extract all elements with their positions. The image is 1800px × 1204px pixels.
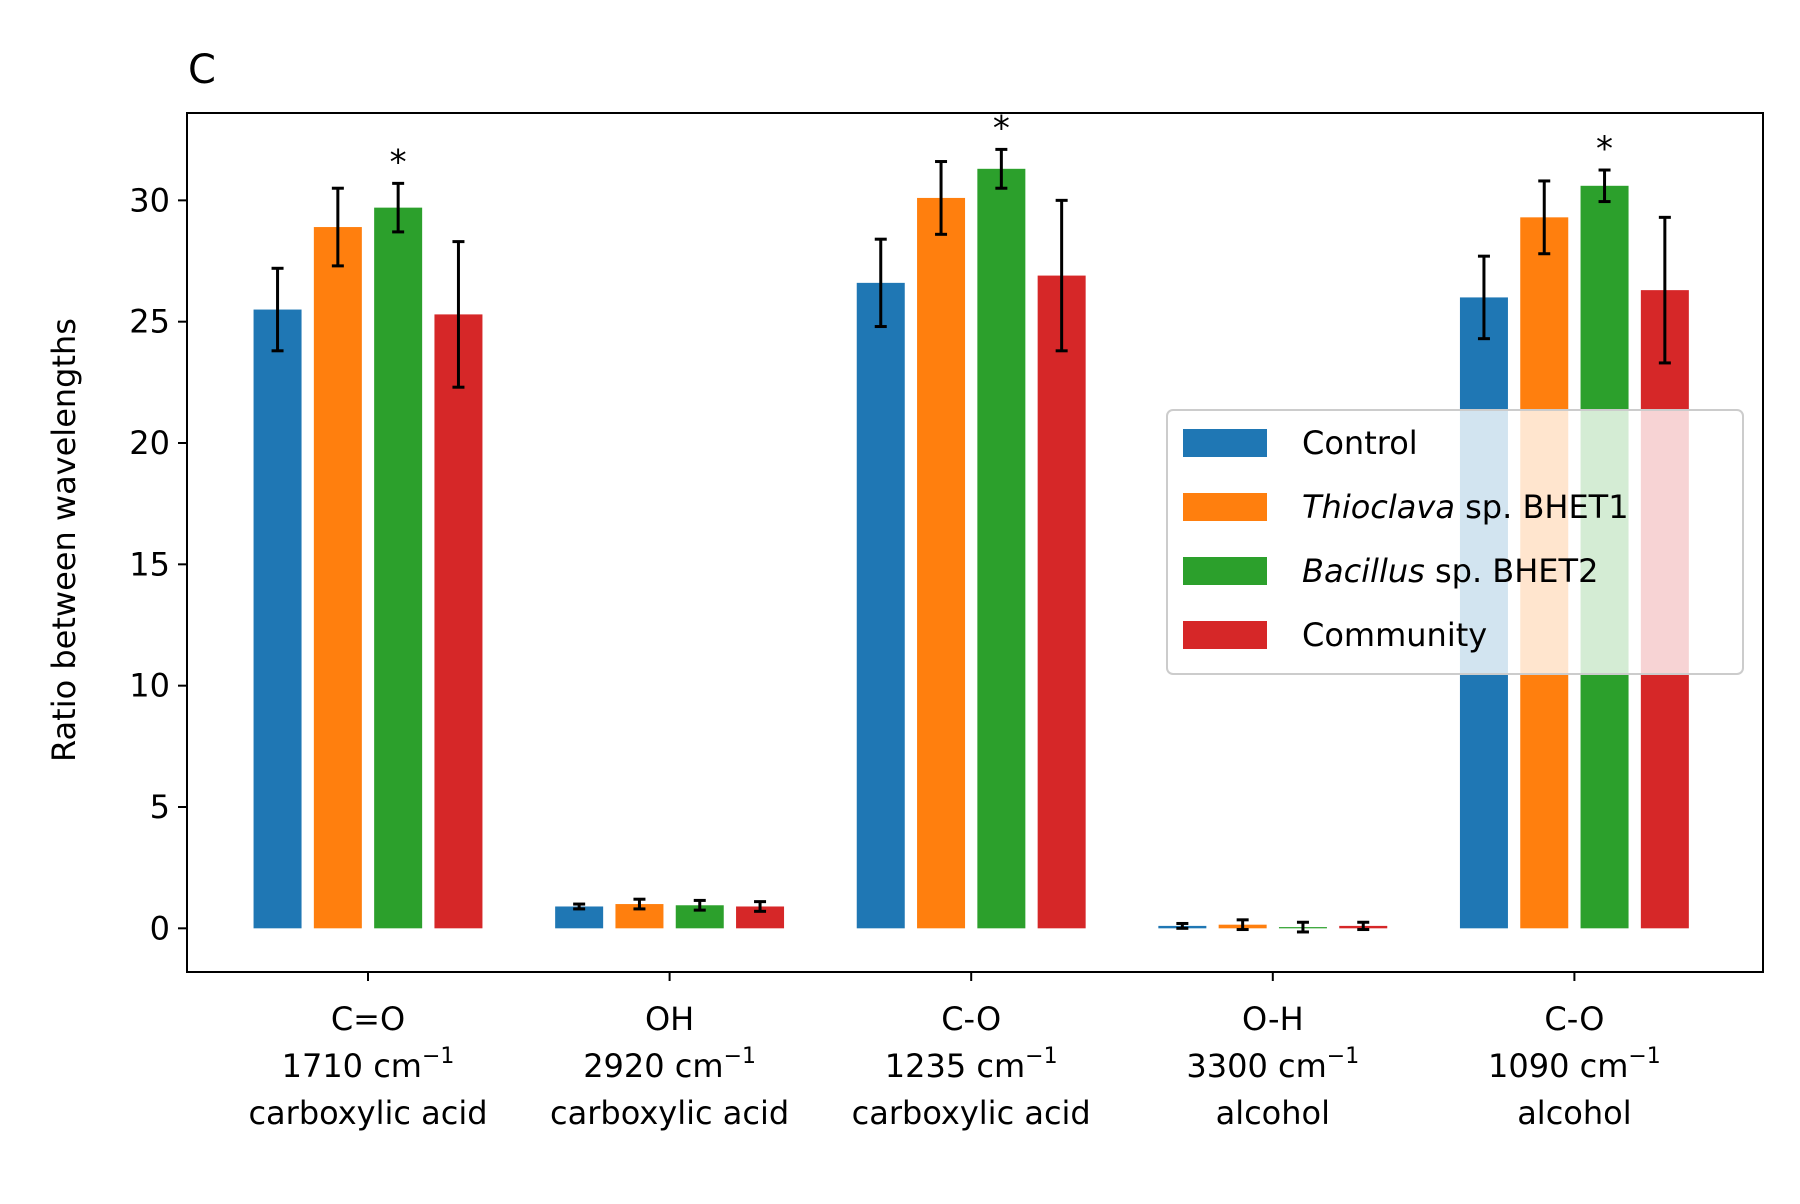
x-tick-label-wavenumber: 1235 cm−1 xyxy=(885,1044,1058,1085)
legend-label-italic: Bacillus xyxy=(1302,552,1425,590)
bar xyxy=(253,309,302,929)
y-tick-label: 0 xyxy=(150,909,170,947)
legend-label-rest: Community xyxy=(1302,616,1487,654)
x-tick-label-exponent: −1 xyxy=(1327,1044,1359,1069)
y-tick-label: 15 xyxy=(129,545,170,583)
legend-label-italic: Thioclava xyxy=(1302,488,1455,526)
plot-area: * * * 0 5 10 15 20 25 30 C=O 1710 cm−1 carboxylic ac… xyxy=(129,108,1764,1132)
x-tick-label-bond: C-O xyxy=(941,1000,1001,1038)
x-tick-label-group: carboxylic acid xyxy=(248,1094,487,1132)
legend-label: Thioclava sp. BHET1 xyxy=(1302,488,1629,526)
y-tick-label: 25 xyxy=(129,303,170,341)
bar xyxy=(555,906,604,929)
legend-swatch xyxy=(1183,493,1267,521)
x-tick-label-exponent: −1 xyxy=(724,1044,756,1069)
x-tick-label-wavenumber: 1710 cm−1 xyxy=(282,1044,455,1085)
x-tick-label-wavenumber: 1090 cm−1 xyxy=(1488,1044,1661,1085)
legend-label: Bacillus sp. BHET2 xyxy=(1302,552,1598,590)
significance-star: * xyxy=(993,108,1010,148)
bar xyxy=(1037,275,1086,929)
y-tick-label: 5 xyxy=(150,788,170,826)
x-tick-label-group: alcohol xyxy=(1517,1094,1631,1132)
bar xyxy=(675,905,724,929)
legend-label-rest: sp. BHET1 xyxy=(1455,488,1629,526)
significance-star: * xyxy=(1596,129,1613,169)
panel-label: C xyxy=(188,47,216,93)
legend: Control Thioclava sp. BHET1 Bacillus sp. B… xyxy=(1166,409,1744,675)
x-tick-label-exponent: −1 xyxy=(422,1044,454,1069)
x-tick-label-exponent: −1 xyxy=(1628,1044,1660,1069)
legend-label-rest: Control xyxy=(1302,424,1418,462)
bar xyxy=(736,906,785,929)
x-tick-label-exponent: −1 xyxy=(1025,1044,1057,1069)
y-tick-label: 20 xyxy=(129,424,170,462)
legend-swatch xyxy=(1183,557,1267,585)
y-tick-label: 10 xyxy=(129,667,170,705)
x-tick-label-bond: C=O xyxy=(331,1000,405,1038)
bar xyxy=(977,168,1026,929)
x-tick-label-bond: OH xyxy=(645,1000,694,1038)
x-tick-label-group: carboxylic acid xyxy=(550,1094,789,1132)
y-axis-label: Ratio between wavelengths xyxy=(45,318,83,762)
x-tick-label-wavenumber: 3300 cm−1 xyxy=(1186,1044,1359,1085)
legend-swatch xyxy=(1183,429,1267,457)
legend-label: Community xyxy=(1302,616,1487,654)
bar xyxy=(313,227,362,929)
bar xyxy=(434,314,483,929)
x-tick-label-group: carboxylic acid xyxy=(852,1094,1091,1132)
significance-star: * xyxy=(390,142,407,182)
axes-frame xyxy=(186,112,1764,973)
x-tick-label-wavenumber: 2920 cm−1 xyxy=(583,1044,756,1085)
legend-swatch xyxy=(1183,621,1267,649)
legend-label-rest: sp. BHET2 xyxy=(1425,552,1599,590)
x-tick-label-bond: O-H xyxy=(1242,1000,1304,1038)
legend-label: Control xyxy=(1302,424,1418,462)
bar xyxy=(856,282,905,929)
x-tick-label-bond: C-O xyxy=(1544,1000,1604,1038)
bar xyxy=(374,207,423,929)
legend-box xyxy=(1166,409,1744,675)
y-tick-label: 30 xyxy=(129,181,170,219)
bar xyxy=(917,197,966,929)
x-tick-label-group: alcohol xyxy=(1216,1094,1330,1132)
